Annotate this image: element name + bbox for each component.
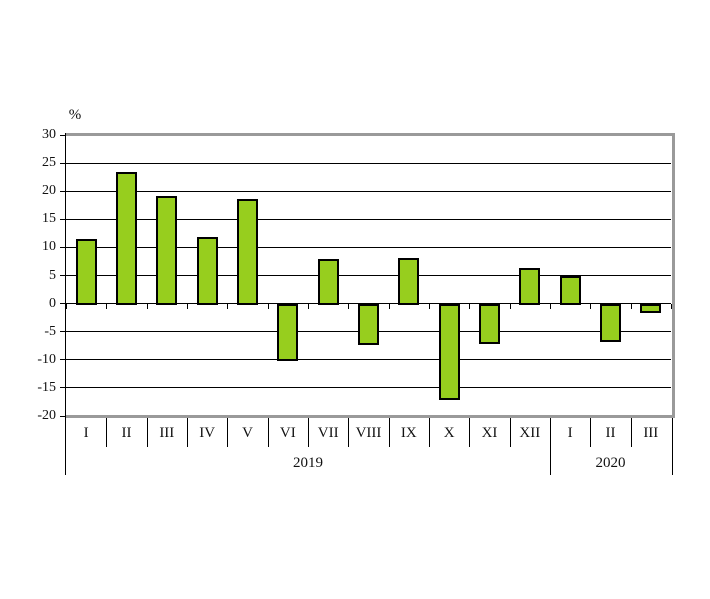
- zero-axis-tick: [227, 303, 229, 309]
- y-axis-tick: [60, 190, 66, 192]
- category-separator: [348, 418, 350, 447]
- category-separator: [469, 418, 471, 447]
- y-axis-tick: [60, 331, 66, 333]
- y-axis-tick-label: -20: [37, 408, 56, 423]
- bar: [116, 172, 137, 305]
- category-separator: [308, 418, 309, 447]
- gridline: [66, 218, 671, 220]
- category-separator: [590, 418, 592, 447]
- zero-axis-tick: [388, 303, 390, 309]
- plot-border-top: [65, 133, 675, 136]
- category-separator: [227, 418, 229, 447]
- y-axis-tick: [60, 218, 66, 220]
- gridline: [66, 387, 671, 389]
- y-axis-tick: [60, 359, 66, 361]
- x-axis-right-edge-line: [672, 418, 673, 475]
- bar: [317, 259, 339, 305]
- category-label: V: [242, 425, 253, 441]
- year-label: 2019: [293, 455, 323, 471]
- y-axis-tick: [60, 134, 66, 136]
- category-separator: [187, 418, 188, 447]
- zero-axis-tick: [671, 303, 672, 309]
- y-axis-tick-label: -15: [37, 379, 56, 395]
- bar: [237, 199, 258, 305]
- category-separator: [630, 418, 632, 447]
- bar: [640, 303, 662, 314]
- category-separator: [388, 418, 390, 447]
- category-label: II: [121, 425, 132, 441]
- plot-border-right: [672, 133, 675, 418]
- gridline: [66, 162, 671, 164]
- category-label: IX: [400, 425, 417, 441]
- y-axis-tick: [60, 246, 66, 248]
- zero-axis-tick: [550, 303, 551, 309]
- category-separator: [106, 418, 108, 447]
- category-label: XII: [519, 425, 541, 441]
- y-axis-tick-label: 25: [42, 155, 56, 171]
- y-axis-tick-label: -10: [37, 351, 56, 367]
- category-separator: [509, 418, 511, 447]
- gridline: [66, 246, 671, 248]
- y-axis-unit-label: %: [68, 107, 82, 123]
- y-axis-tick: [60, 303, 66, 305]
- zero-axis-tick: [66, 303, 67, 309]
- category-separator: [429, 418, 430, 447]
- bar: [519, 268, 541, 305]
- category-label: I: [83, 425, 89, 441]
- y-axis-tick: [60, 275, 66, 276]
- y-axis-tick-label: 10: [42, 239, 56, 255]
- y-axis-tick-label: 0: [49, 295, 56, 311]
- bar: [75, 238, 97, 305]
- y-axis-tick: [60, 415, 66, 417]
- category-label: I: [567, 425, 573, 441]
- bar: [600, 303, 621, 342]
- zero-axis-tick: [590, 303, 592, 309]
- zero-axis-tick: [509, 303, 511, 309]
- bar: [479, 303, 500, 345]
- category-label: VII: [317, 425, 339, 441]
- y-axis-tick-label: 5: [49, 267, 56, 283]
- category-label: X: [443, 425, 455, 441]
- zero-axis-tick: [308, 303, 309, 309]
- bar: [156, 195, 178, 305]
- gridline: [66, 275, 671, 276]
- category-separator: [267, 418, 269, 447]
- plot-border-bottom: [65, 415, 675, 418]
- y-axis-tick-label: 20: [42, 183, 56, 199]
- y-axis-tick: [60, 387, 66, 389]
- zero-axis-tick: [267, 303, 269, 309]
- zero-axis-tick: [146, 303, 148, 309]
- gridline: [66, 190, 671, 192]
- bar: [196, 237, 218, 305]
- gridline: [66, 359, 671, 361]
- zero-axis-tick: [469, 303, 471, 309]
- year-separator: [550, 418, 551, 475]
- bar: [398, 258, 420, 305]
- category-label: VIII: [355, 425, 382, 441]
- category-label: II: [605, 425, 616, 441]
- zero-axis-tick: [187, 303, 188, 309]
- category-label: XI: [481, 425, 498, 441]
- bar: [358, 303, 379, 346]
- category-label: III: [643, 425, 659, 441]
- zero-axis-tick: [429, 303, 430, 309]
- bar: [438, 303, 460, 400]
- y-axis-line: [65, 133, 66, 475]
- bar: [277, 303, 299, 361]
- category-label: VI: [279, 425, 296, 441]
- year-label: 2020: [595, 455, 626, 471]
- category-separator: [146, 418, 148, 447]
- zero-axis-tick: [106, 303, 108, 309]
- category-label: IV: [199, 425, 216, 441]
- category-label: III: [159, 425, 175, 441]
- zero-axis-tick: [630, 303, 632, 309]
- y-axis-tick-label: 30: [42, 127, 56, 142]
- y-axis-tick-label: 15: [42, 211, 56, 227]
- y-axis-tick: [60, 162, 66, 164]
- zero-axis-tick: [348, 303, 350, 309]
- bar: [559, 276, 581, 305]
- y-axis-tick-label: -5: [44, 323, 56, 339]
